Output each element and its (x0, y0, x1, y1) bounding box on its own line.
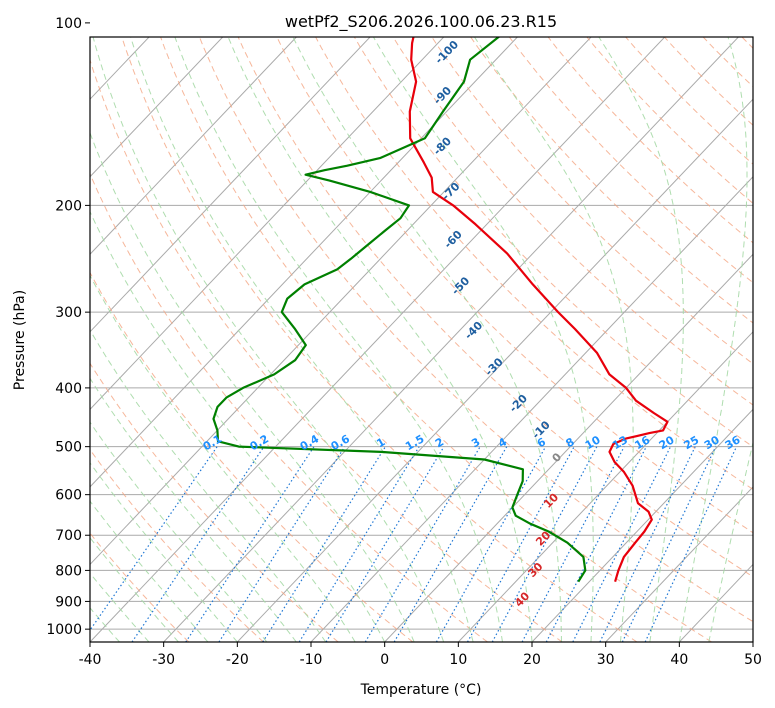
x-tick-label: -20 (226, 652, 249, 668)
moist-adiabat-line (90, 274, 356, 642)
y-tick-label: 100 (55, 16, 82, 32)
plot-frame (89, 36, 754, 643)
x-tick-label: -30 (152, 652, 175, 668)
isotherm-line (236, 98, 753, 642)
isotherm-line (90, 37, 592, 566)
profile-lines (212, 37, 669, 583)
y-tick-label: 900 (55, 594, 82, 610)
dry-adiabat-line (508, 37, 753, 284)
y-tick-label: 400 (55, 381, 82, 397)
temperature-line (408, 37, 669, 583)
dry-adiabat-line (90, 448, 264, 642)
x-tick-label: -40 (79, 652, 102, 668)
y-tick-label: 200 (55, 198, 82, 214)
mixing-ratio-line (218, 446, 346, 642)
y-tick-label: 300 (55, 305, 82, 321)
mixing-ratio-line (131, 446, 265, 642)
moist-adiabat-line (372, 37, 594, 642)
mixing-ratio-line (364, 446, 481, 642)
dry-adiabat-line (470, 37, 753, 324)
mixing-ratio-line (521, 446, 625, 642)
y-tick-label: 700 (55, 528, 82, 544)
y-tick-label: 800 (55, 563, 82, 579)
moist-adiabat-line (90, 377, 297, 642)
isotherm-line (605, 486, 753, 642)
isotherm-line (90, 37, 371, 333)
x-axis-title: Temperature (°C) (360, 682, 482, 698)
dry-adiabat-line (198, 37, 753, 623)
x-tick-label: 50 (744, 652, 762, 668)
moist-adiabat-line (708, 440, 753, 642)
y-axis-title: Pressure (hPa) (12, 290, 28, 390)
moist-adiabat-line (92, 37, 445, 642)
mixing-ratio-line (393, 446, 508, 642)
moist-adiabat-line (90, 329, 327, 642)
moist-adiabat-line (90, 131, 415, 642)
dry-adiabat-line (90, 58, 563, 642)
mixing-ratio-line (545, 446, 647, 642)
moist-adiabat-line (292, 37, 562, 642)
isotherm-line (90, 37, 666, 642)
dry-adiabat-line (431, 37, 753, 365)
x-tick-label: -10 (300, 652, 323, 668)
mixing-ratio-line (572, 446, 672, 642)
isotherm-line (384, 253, 753, 642)
mixing-ratio-line (599, 446, 696, 642)
mixing-ratio-line (185, 446, 315, 642)
y-tick-label: 500 (55, 440, 82, 456)
dry-adiabat-line (90, 172, 488, 642)
y-tick-label: 1000 (46, 622, 82, 638)
mixing-ratio-line (466, 446, 575, 642)
y-tick-label: 600 (55, 488, 82, 504)
moist-adiabat-line (473, 37, 634, 642)
y-axis-ticks: 1000 900 800 700 600 500 400 300 200 100 (46, 16, 90, 638)
dry-adiabat-line (90, 362, 339, 642)
dry-adiabat-line (276, 37, 753, 534)
x-tick-label: 10 (449, 652, 467, 668)
dry-adiabat-line (90, 532, 190, 642)
x-tick-label: 40 (670, 652, 688, 668)
isotherm-line (531, 408, 753, 642)
moist-adiabat-line (90, 210, 386, 642)
isotherm-line (90, 37, 224, 178)
x-tick-label: 0 (380, 652, 389, 668)
mixing-ratio-line (435, 446, 547, 642)
mixing-ratio-line (491, 446, 598, 642)
dewpoint-line (212, 37, 587, 583)
dry-adiabat-line (121, 37, 638, 642)
moist-adiabat-line (678, 37, 748, 642)
moist-adiabat-line (598, 37, 684, 642)
x-tick-label: 30 (597, 652, 615, 668)
chart-title: wetPf2_S206.2026.100.06.23.R15 (285, 12, 557, 32)
dry-adiabat-line (237, 37, 753, 578)
mixing-ratio-line (621, 446, 717, 642)
mixing-ratio-line (262, 446, 386, 642)
dry-adiabat-line (160, 37, 712, 642)
x-tick-label: 20 (523, 652, 541, 668)
x-axis-ticks: -40 -30 -20 -10 0 10 20 30 40 50 (79, 642, 762, 668)
moist-adiabat-line (90, 421, 268, 642)
dry-adiabat-line (315, 37, 753, 491)
dry-adiabat-line (353, 37, 753, 448)
moist-adiabat-line (227, 37, 533, 642)
isotherm-line (163, 37, 740, 642)
moist-adiabat-line (174, 37, 503, 642)
dry-adiabat-line (392, 37, 753, 406)
isotherm-line (90, 37, 298, 256)
isotherm-line (90, 37, 445, 411)
